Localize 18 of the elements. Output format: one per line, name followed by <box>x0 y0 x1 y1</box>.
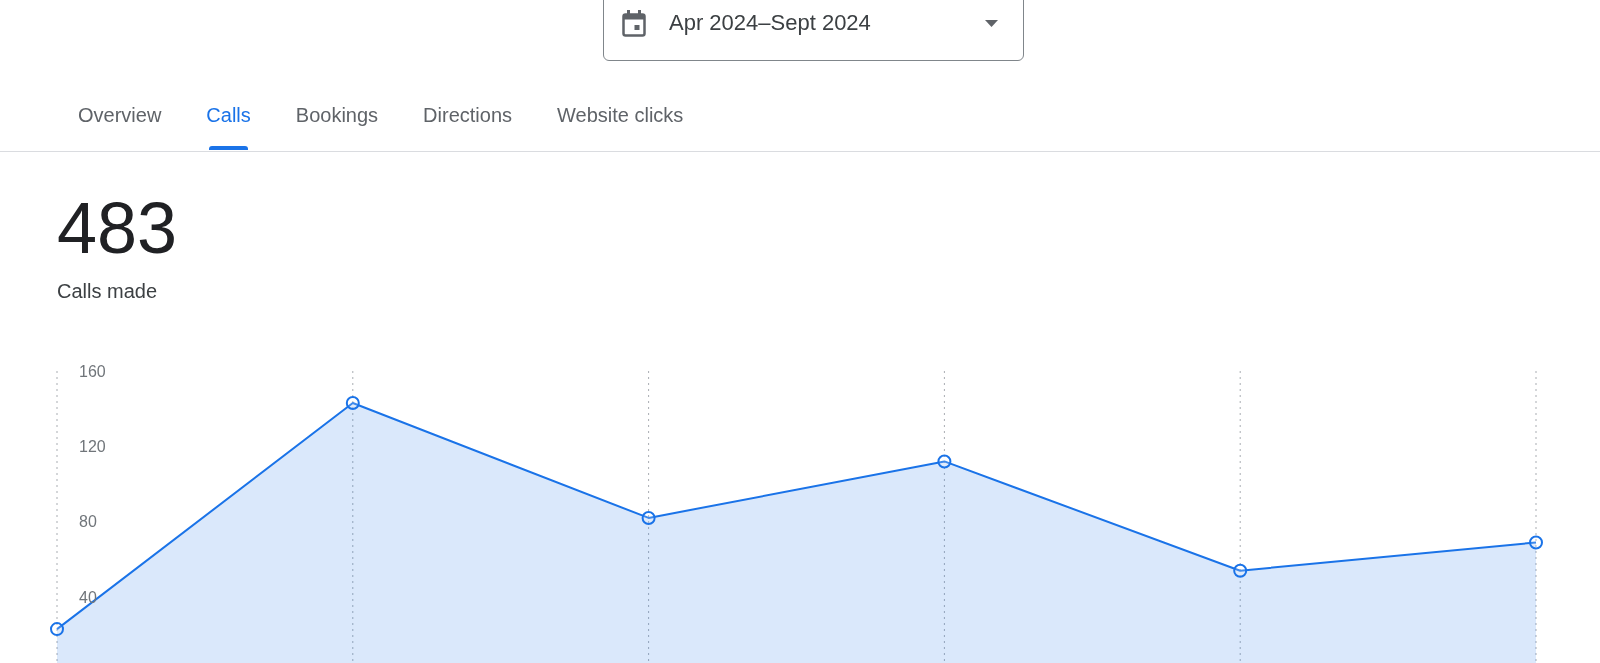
y-tick-label: 120 <box>79 437 106 455</box>
point <box>1529 535 1543 550</box>
point <box>345 396 360 411</box>
y-tick-label: 160 <box>79 362 106 380</box>
point <box>50 622 64 637</box>
chart-subtitle: Calls made <box>57 280 158 302</box>
text: Overview <box>78 104 162 126</box>
point <box>937 454 952 469</box>
chart-title: 483 <box>57 188 178 268</box>
y-tick-label: 80 <box>79 513 97 531</box>
point <box>1233 563 1248 578</box>
text: Calls <box>206 104 251 126</box>
text: Directions <box>423 104 513 126</box>
point <box>641 510 656 525</box>
text: Bookings <box>295 104 379 126</box>
text: Apr 2024–Sept 2024 <box>669 10 871 35</box>
text: Website clicks <box>557 104 684 126</box>
y-tick-label: 40 <box>79 588 97 606</box>
